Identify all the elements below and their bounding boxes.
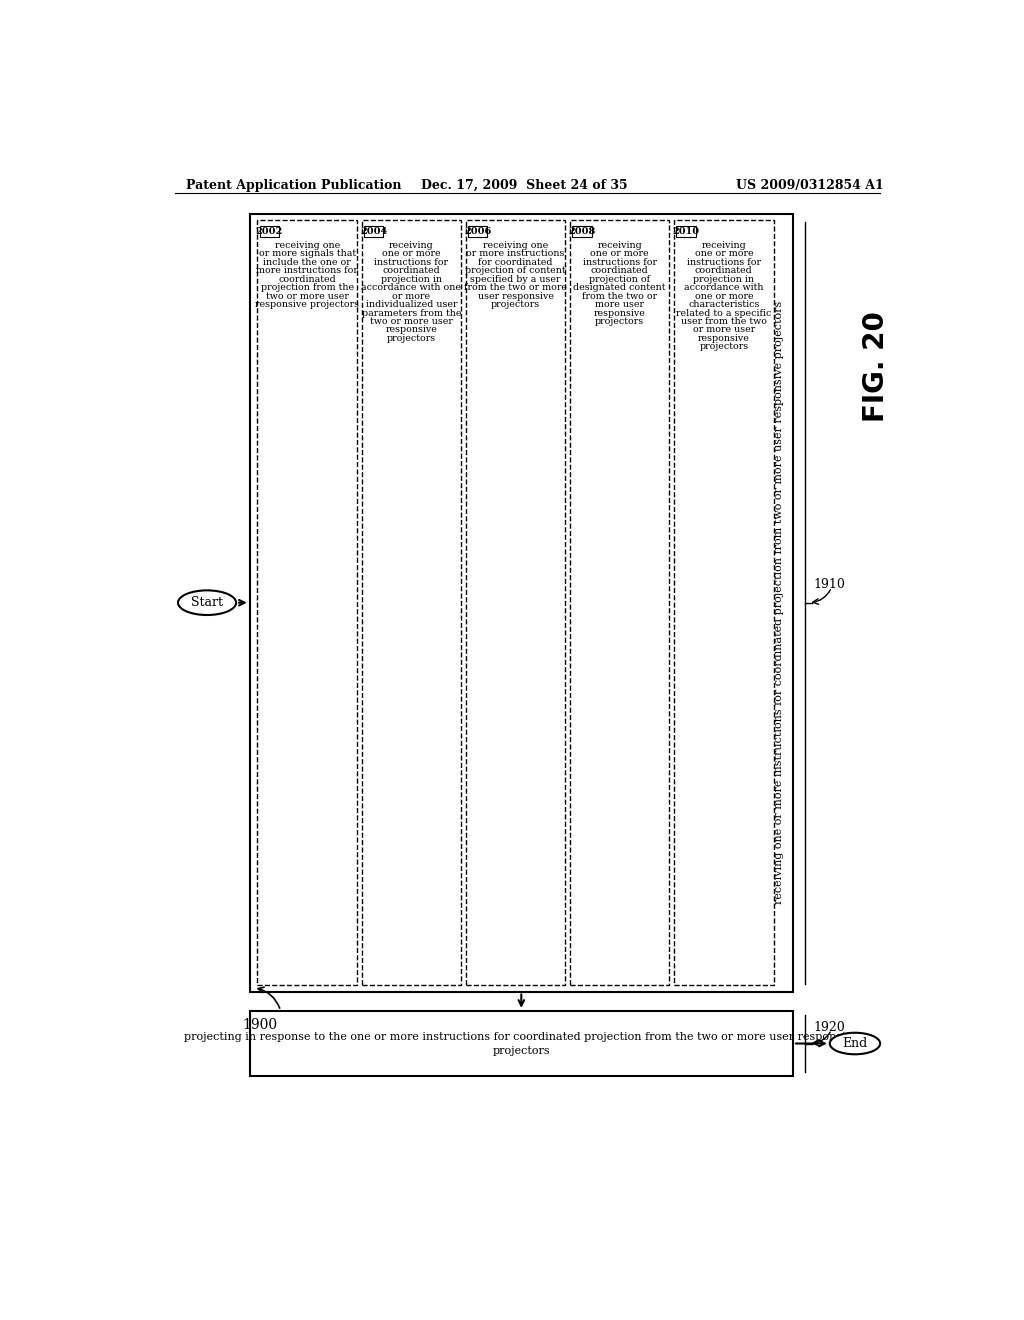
Text: more instructions for: more instructions for (256, 267, 358, 275)
Ellipse shape (829, 1032, 881, 1055)
Text: receiving one or more instructions for coordinated projection from two or more u: receiving one or more instructions for c… (774, 301, 784, 904)
Text: parameters from the: parameters from the (361, 309, 461, 318)
Text: End: End (843, 1038, 867, 1049)
Text: projectors: projectors (493, 1047, 550, 1056)
Text: responsive: responsive (594, 309, 645, 318)
Text: two or more user: two or more user (266, 292, 348, 301)
Text: or more: or more (392, 292, 430, 301)
Text: 1910: 1910 (814, 578, 846, 591)
Ellipse shape (178, 590, 237, 615)
Bar (468, 226, 487, 238)
Text: projectors: projectors (490, 300, 540, 309)
Bar (572, 226, 592, 238)
Bar (674, 220, 773, 985)
Text: Dec. 17, 2009  Sheet 24 of 35: Dec. 17, 2009 Sheet 24 of 35 (422, 180, 628, 193)
Text: instructions for: instructions for (583, 257, 656, 267)
Text: or more user: or more user (692, 326, 755, 334)
Bar (250, 214, 793, 991)
Text: responsive projectors: responsive projectors (255, 300, 359, 309)
Text: or more signals that: or more signals that (259, 249, 355, 259)
Text: instructions for: instructions for (375, 257, 449, 267)
Text: responsive: responsive (385, 326, 437, 334)
Bar (260, 226, 280, 238)
Text: projectors: projectors (595, 317, 644, 326)
Bar (364, 226, 383, 238)
Text: coordinated: coordinated (279, 275, 336, 284)
Text: accordance with one: accordance with one (361, 284, 462, 292)
Text: one or more: one or more (694, 292, 753, 301)
Text: for coordinated: for coordinated (478, 257, 553, 267)
Bar (250, 1011, 793, 1076)
Text: designated content: designated content (573, 284, 666, 292)
Text: 2008: 2008 (568, 227, 596, 236)
Text: accordance with: accordance with (684, 284, 764, 292)
Text: Patent Application Publication: Patent Application Publication (186, 180, 401, 193)
Text: receiving: receiving (389, 240, 434, 249)
Text: two or more user: two or more user (370, 317, 453, 326)
Text: FIG. 20: FIG. 20 (862, 312, 890, 421)
Text: from the two or more: from the two or more (464, 284, 567, 292)
Text: receiving: receiving (701, 240, 746, 249)
Text: include the one or: include the one or (263, 257, 351, 267)
Bar (466, 220, 565, 985)
Text: coordinated: coordinated (695, 267, 753, 275)
Text: one or more: one or more (694, 249, 753, 259)
Text: instructions for: instructions for (687, 257, 761, 267)
Text: user responsive: user responsive (477, 292, 554, 301)
Text: one or more: one or more (591, 249, 649, 259)
Text: characteristics: characteristics (688, 300, 760, 309)
Text: projectors: projectors (387, 334, 436, 343)
Text: more user: more user (595, 300, 644, 309)
Text: receiving one: receiving one (483, 240, 548, 249)
Text: US 2009/0312854 A1: US 2009/0312854 A1 (736, 180, 884, 193)
Text: responsive: responsive (698, 334, 750, 343)
Bar (570, 220, 670, 985)
Text: projection of content: projection of content (465, 267, 566, 275)
Text: 2004: 2004 (360, 227, 387, 236)
Text: projection of: projection of (589, 275, 650, 284)
Text: projection in: projection in (693, 275, 755, 284)
Text: or more instructions: or more instructions (466, 249, 564, 259)
Text: projection from the: projection from the (261, 284, 353, 292)
Text: projectors: projectors (699, 342, 749, 351)
Text: individualized user: individualized user (366, 300, 457, 309)
Text: one or more: one or more (382, 249, 440, 259)
Text: 2006: 2006 (464, 227, 492, 236)
Text: 1920: 1920 (814, 1022, 846, 1035)
Text: receiving: receiving (597, 240, 642, 249)
Text: related to a specific: related to a specific (676, 309, 771, 318)
Text: 2002: 2002 (256, 227, 283, 236)
Text: coordinated: coordinated (591, 267, 648, 275)
Text: coordinated: coordinated (383, 267, 440, 275)
Text: 1900: 1900 (242, 1019, 278, 1032)
Text: specified by a user: specified by a user (470, 275, 561, 284)
Text: 2010: 2010 (673, 227, 699, 236)
Text: from the two or: from the two or (582, 292, 657, 301)
Text: Start: Start (191, 597, 223, 610)
Text: projecting in response to the one or more instructions for coordinated projectio: projecting in response to the one or mor… (184, 1032, 858, 1043)
Bar (257, 220, 357, 985)
Text: projection in: projection in (381, 275, 441, 284)
Text: receiving one: receiving one (274, 240, 340, 249)
Text: user from the two: user from the two (681, 317, 767, 326)
Bar (361, 220, 461, 985)
Bar (677, 226, 695, 238)
